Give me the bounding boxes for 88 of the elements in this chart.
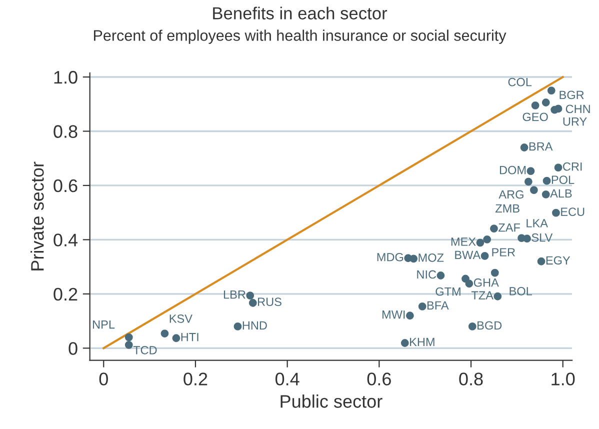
annotation: EGY	[546, 256, 570, 265]
point	[526, 167, 535, 176]
point	[436, 272, 445, 280]
annotation: COL	[508, 78, 532, 86]
annotation: ALB	[550, 189, 572, 198]
annotation: MOZ	[418, 253, 444, 262]
point	[520, 144, 528, 152]
point	[547, 86, 556, 95]
annotation: ARG	[498, 190, 524, 199]
x-tick-label: 0	[99, 372, 108, 386]
point	[542, 190, 550, 198]
annotation: MWI	[382, 310, 405, 319]
y-tick-label: 0.6	[54, 179, 78, 192]
chart-title: Benefits in each sector	[213, 6, 388, 20]
point	[465, 280, 474, 288]
y-tick-label: 1.0	[54, 70, 78, 84]
x-tick-label: 0.6	[367, 372, 391, 386]
annotation: BOL	[510, 286, 532, 296]
point	[483, 235, 492, 244]
annotation: NIC	[417, 270, 436, 279]
annotation: MDG	[377, 252, 404, 262]
y-tick-label: 0	[68, 342, 78, 355]
point	[248, 298, 257, 307]
x-tick-label: 1.0	[552, 372, 575, 386]
x-axis-title: Public sector	[280, 394, 382, 408]
point	[542, 98, 550, 106]
annotation: TZA	[471, 291, 494, 300]
y-tick-label: 0.2	[54, 288, 78, 301]
point	[552, 208, 560, 217]
point	[542, 176, 551, 185]
annotation: TCD	[133, 346, 157, 354]
annotation: HND	[242, 321, 267, 330]
point	[480, 252, 489, 260]
annotation: CRI	[563, 162, 582, 171]
annotation: BRA	[529, 142, 553, 151]
point	[124, 333, 133, 342]
point	[537, 257, 546, 266]
annotation: KSV	[170, 314, 192, 323]
annotation: CHN	[566, 104, 590, 114]
annotation: PER	[492, 248, 515, 256]
point	[406, 312, 414, 320]
point	[523, 234, 531, 243]
annotation: ZMB	[495, 204, 520, 213]
annotation: ZAF	[498, 224, 520, 232]
point	[400, 339, 409, 347]
annotation: URY	[563, 117, 587, 126]
point	[172, 334, 180, 342]
annotation: LBR	[224, 290, 246, 299]
point	[246, 292, 254, 300]
point	[418, 302, 426, 310]
point	[524, 178, 532, 186]
y-axis-title: Private sector	[30, 162, 44, 270]
y-tick-label: 0.4	[54, 234, 78, 246]
point	[160, 330, 169, 338]
point	[530, 186, 538, 194]
x-tick-label: 0.2	[184, 372, 208, 386]
point	[490, 224, 498, 233]
point	[234, 322, 242, 330]
annotation: BGD	[478, 321, 502, 330]
annotation: BGR	[560, 90, 584, 100]
annotation: POL	[552, 176, 574, 184]
annotation: DOM	[500, 166, 526, 174]
annotation: GEO	[522, 112, 548, 122]
annotation: BFA	[427, 301, 449, 310]
x-tick-label: 0.4	[275, 372, 300, 386]
annotation: SLV	[532, 233, 553, 242]
annotation: LKA	[526, 219, 548, 228]
point	[410, 254, 418, 263]
point	[554, 104, 562, 113]
y-tick-label: 0.8	[54, 125, 78, 138]
annotation: ECU	[561, 208, 584, 216]
annotation: NPL	[93, 320, 115, 329]
point	[531, 102, 540, 110]
point	[124, 340, 133, 349]
annotation: MEX	[451, 238, 476, 246]
annotation: HTI	[181, 333, 198, 342]
point	[554, 164, 562, 172]
annotation: GTM	[436, 287, 460, 296]
point	[468, 322, 476, 330]
annotation: GHA	[474, 278, 499, 287]
annotation: BWA	[455, 250, 481, 260]
point	[476, 238, 484, 247]
point	[494, 292, 502, 300]
point	[490, 268, 499, 277]
x-tick-label: 0.8	[459, 372, 483, 386]
annotation: RUS	[258, 298, 282, 306]
chart-subtitle: Percent of employees with health insurance or social security	[94, 30, 506, 44]
annotation: KHM	[410, 338, 434, 346]
